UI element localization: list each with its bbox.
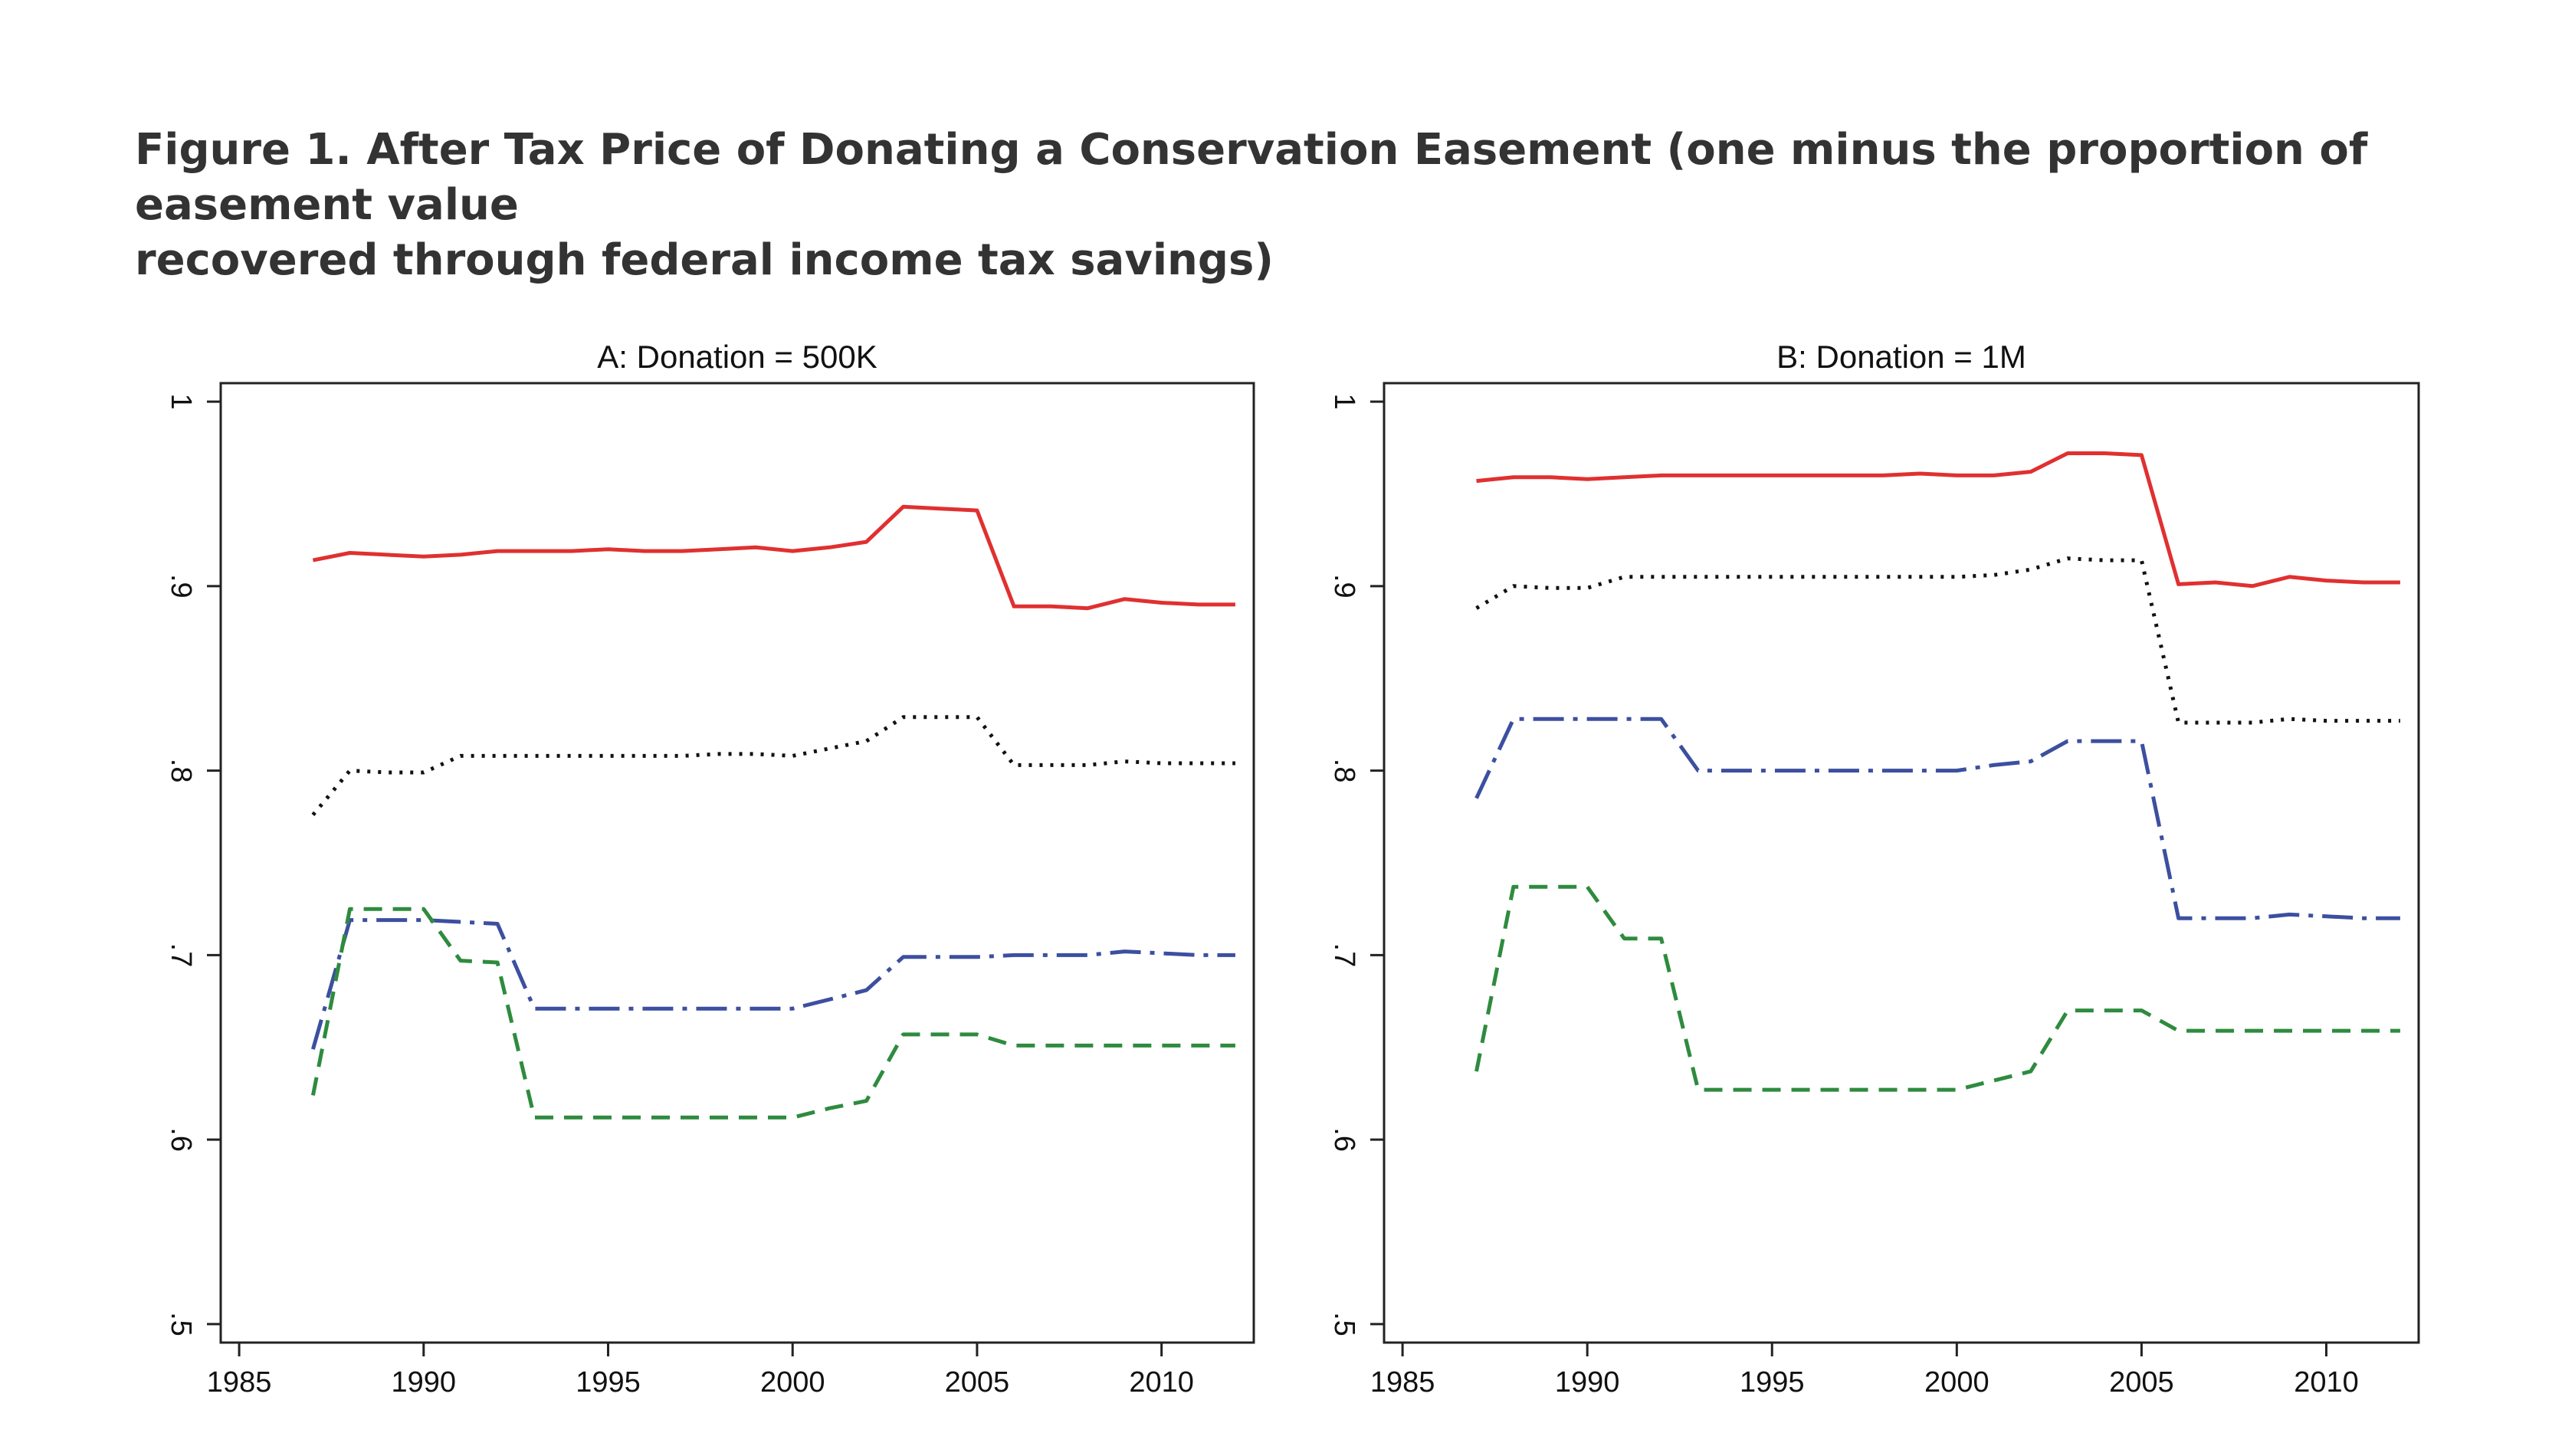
y-tick-label: .6 (165, 1127, 197, 1152)
x-tick-label: 2005 (945, 1366, 1010, 1399)
y-tick-label: .8 (165, 759, 197, 783)
x-tick-label: 1995 (1740, 1366, 1805, 1399)
y-tick-label: .9 (1328, 574, 1360, 598)
x-tick-label: 2010 (2294, 1366, 2359, 1399)
x-tick-label: 1990 (392, 1366, 457, 1399)
y-tick-label: .8 (1328, 759, 1360, 783)
panel-b: B: Donation = 1M .5 .6 .7 .8 .9 1 1985 1990 1995 2… (1328, 339, 2420, 1399)
plot-frame (1383, 382, 2420, 1344)
y-tick-label: .7 (165, 943, 197, 968)
series-line-blue-dashdot (310, 918, 1235, 1050)
series-line-blue-dashdot (1474, 717, 2400, 920)
series-line-green-dashed (310, 907, 1235, 1120)
figure-title: Figure 1. After Tax Price of Donating a … (135, 123, 2511, 288)
panel-a: A: Donation = 500K .5 .6 .7 .8 .9 1 1985 1990 199… (165, 339, 1255, 1399)
y-tick-label: .9 (165, 574, 197, 598)
x-tick-label: 2005 (2109, 1366, 2174, 1399)
panel-title: B: Donation = 1M (1776, 339, 2026, 375)
x-tick-label: 1985 (1370, 1366, 1435, 1399)
series-line-green-dashed (1474, 884, 2400, 1092)
x-tick-label: 1995 (576, 1366, 641, 1399)
x-tick-label: 1990 (1555, 1366, 1620, 1399)
plot-frame (219, 382, 1255, 1344)
x-tick-label: 2000 (760, 1366, 825, 1399)
series-line-red-solid (1476, 451, 2400, 589)
panel-title: A: Donation = 500K (597, 339, 877, 375)
figure-title-line-2: recovered through federal income tax sav… (135, 235, 1274, 285)
y-tick-label: .7 (1328, 943, 1360, 968)
figure-title-line-1: Figure 1. After Tax Price of Donating a … (135, 125, 2368, 230)
y-tick-label: .6 (1328, 1127, 1360, 1152)
x-tick-label: 1985 (207, 1366, 272, 1399)
series-line-black-dotted (311, 715, 1235, 816)
series-line-red-solid (312, 504, 1235, 611)
y-tick-label: 1 (1328, 394, 1360, 410)
y-tick-label: .5 (165, 1312, 197, 1336)
x-tick-label: 2000 (1924, 1366, 1989, 1399)
x-tick-label: 2010 (1129, 1366, 1194, 1399)
y-tick-label: 1 (165, 394, 197, 410)
y-tick-label: .5 (1328, 1312, 1360, 1336)
series-line-black-dotted (1475, 556, 2400, 725)
